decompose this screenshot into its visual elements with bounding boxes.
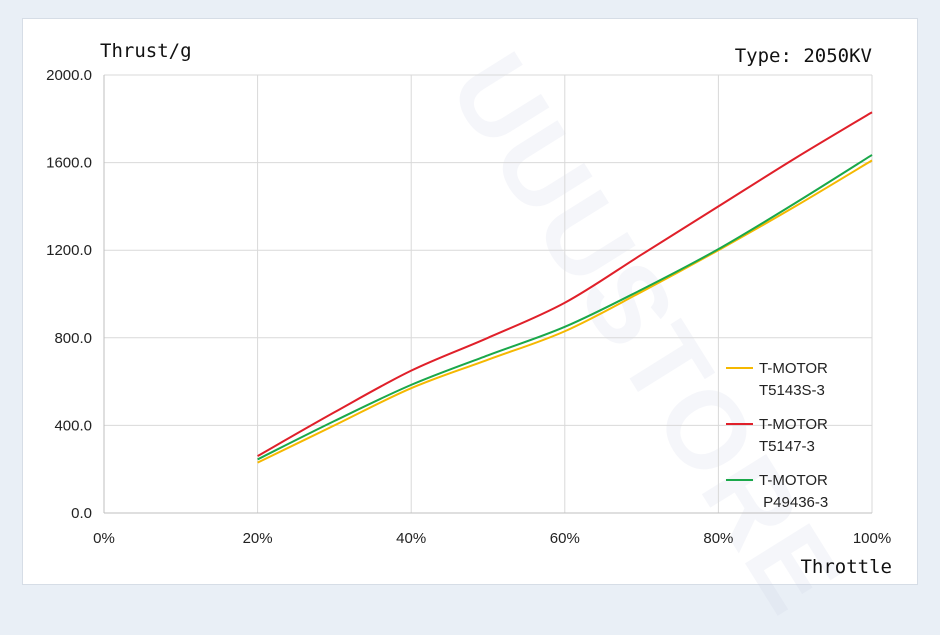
y-tick-label: 800.0	[54, 330, 92, 347]
series-line-1	[257, 111, 873, 457]
legend-label: T-MOTOR T5147-3	[759, 416, 828, 455]
series-line-0	[257, 159, 873, 464]
y-tick-label: 1600.0	[46, 155, 92, 172]
y-tick-label: 1200.0	[46, 242, 92, 259]
chart-title: Type: 2050KV	[734, 45, 872, 67]
x-tick-label: 40%	[396, 530, 426, 547]
x-tick-label: 80%	[703, 530, 733, 547]
legend-label: T-MOTOR P49436-3	[759, 472, 829, 511]
x-tick-label: 60%	[550, 530, 580, 547]
y-tick-label: 400.0	[54, 417, 92, 434]
legend-swatch-0	[726, 367, 753, 369]
legend-swatch-1	[726, 423, 753, 425]
x-tick-label: 20%	[243, 530, 273, 547]
legend-label: T-MOTOR T5143S-3	[759, 360, 828, 399]
y-axis-label: Thrust/g	[100, 40, 192, 62]
y-tick-label: 0.0	[71, 505, 92, 522]
legend-swatch-2	[726, 479, 753, 481]
legend: T-MOTOR T5143S-3 T-MOTOR T5147-3 T-MOTOR…	[726, 358, 828, 526]
y-tick-label: 2000.0	[46, 67, 92, 84]
chart-card	[22, 18, 918, 585]
x-axis-label: Throttle	[800, 556, 892, 578]
line-chart: 0.0 400.0 800.0 1200.0 1600.0 2000.0 0% 20% 40% 6…	[46, 67, 891, 547]
x-tick-label: 100%	[853, 530, 891, 547]
legend-item: T-MOTOR P49436-3	[726, 470, 828, 514]
x-tick-label: 0%	[93, 530, 115, 547]
legend-item: T-MOTOR T5147-3	[726, 414, 828, 458]
series-line-2	[257, 154, 873, 461]
legend-item: T-MOTOR T5143S-3	[726, 358, 828, 402]
